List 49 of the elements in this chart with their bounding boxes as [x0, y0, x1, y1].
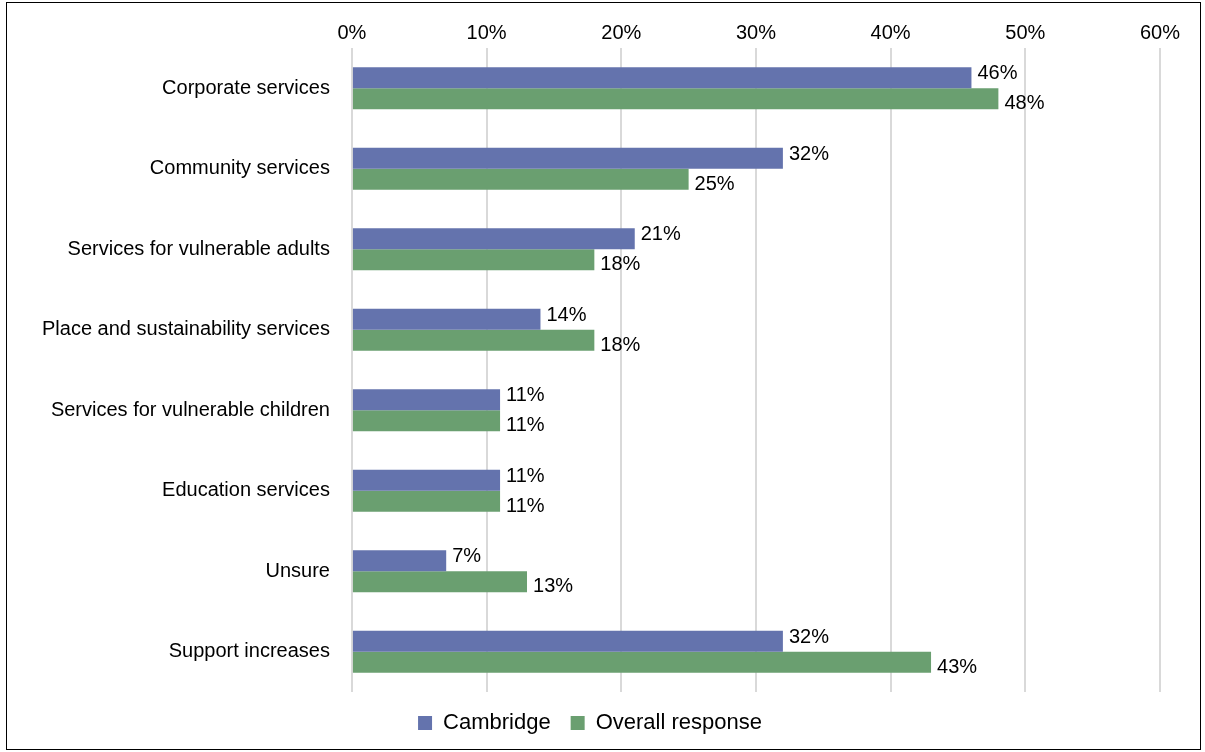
y-tick-label: Education services — [162, 478, 330, 501]
data-label: 18% — [600, 252, 641, 275]
data-label: 14% — [546, 302, 587, 325]
bar — [352, 571, 527, 593]
data-label: 46% — [977, 61, 1018, 84]
x-tick-label: 60% — [1139, 20, 1181, 43]
x-tick-label: 0% — [337, 20, 367, 43]
y-tick-label: Unsure — [265, 558, 330, 581]
y-tick-label: Community services — [149, 156, 330, 179]
bar — [352, 490, 501, 512]
y-tick-label: Services for vulnerable children — [50, 397, 330, 420]
legend-label: Cambridge — [443, 709, 551, 735]
x-tick-label: 30% — [735, 20, 777, 43]
legend-label: Overall response — [595, 709, 762, 735]
bar — [352, 228, 635, 250]
bar — [352, 651, 932, 673]
data-label: 11% — [506, 413, 545, 436]
data-label: 18% — [600, 332, 641, 355]
data-label: 7% — [452, 544, 482, 567]
data-label: 21% — [640, 222, 681, 245]
bar — [352, 147, 783, 169]
x-tick-label: 40% — [870, 20, 911, 43]
data-label: 32% — [788, 624, 830, 647]
x-tick-label: 20% — [601, 20, 642, 43]
bar — [352, 550, 447, 572]
bar — [352, 67, 972, 89]
bar — [352, 469, 501, 491]
y-tick-label: Services for vulnerable adults — [67, 236, 330, 259]
y-tick-label: Place and sustainability services — [42, 317, 330, 340]
data-label: 25% — [694, 171, 735, 194]
data-label: 32% — [788, 141, 830, 164]
bar — [352, 88, 999, 110]
bar — [352, 249, 595, 271]
bar — [352, 308, 541, 330]
bar — [352, 329, 595, 351]
data-label: 11% — [506, 493, 545, 516]
x-tick-label: 50% — [1005, 20, 1046, 43]
bar — [352, 389, 501, 411]
x-tick-label: 10% — [466, 20, 507, 43]
data-label: 11% — [506, 463, 545, 486]
data-label: 43% — [937, 654, 978, 677]
data-label: 13% — [533, 574, 574, 597]
bar — [352, 410, 501, 432]
data-label: 11% — [506, 383, 545, 406]
bar — [352, 168, 689, 190]
bar — [352, 630, 783, 652]
data-label: 48% — [1004, 91, 1045, 114]
y-tick-label: Corporate services — [162, 75, 330, 98]
y-tick-label: Support increases — [168, 639, 330, 662]
